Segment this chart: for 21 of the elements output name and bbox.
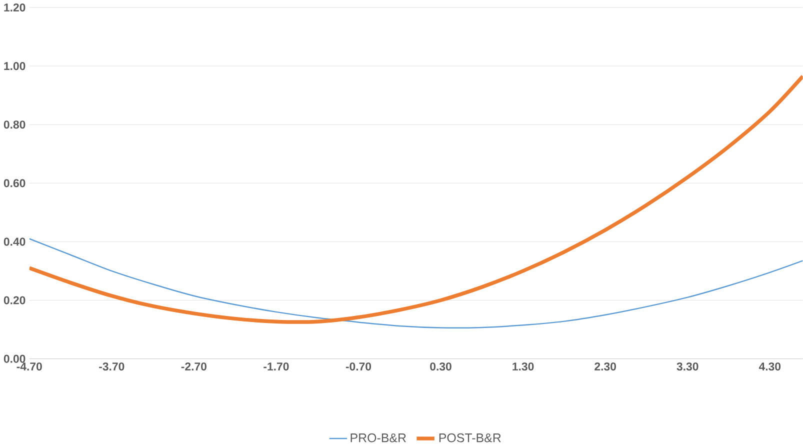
x-tick-label: -4.70 bbox=[16, 362, 42, 371]
x-tick-label: 0.30 bbox=[430, 362, 452, 371]
line-series bbox=[29, 238, 803, 329]
legend-label: POST-B&R bbox=[439, 434, 501, 442]
legend-label: PRO-B&R bbox=[350, 434, 406, 442]
y-tick-label: 1.00 bbox=[4, 62, 26, 70]
line-series bbox=[29, 74, 803, 324]
x-tick-label: 3.30 bbox=[676, 362, 698, 371]
x-tick-label: 4.30 bbox=[758, 362, 781, 371]
y-tick-label: 0.80 bbox=[4, 120, 26, 129]
y-tick-label: 0.00 bbox=[4, 354, 26, 363]
y-tick-label: 0.20 bbox=[4, 296, 26, 304]
x-tick-label: -3.70 bbox=[99, 362, 124, 371]
x-tick-label: 1.30 bbox=[512, 362, 534, 371]
x-tick-label: 2.30 bbox=[594, 362, 616, 371]
x-tick-label: -1.70 bbox=[264, 362, 289, 371]
x-tick-label: -0.70 bbox=[346, 362, 372, 371]
y-tick-label: 1.20 bbox=[4, 4, 26, 12]
y-tick-label: 0.40 bbox=[4, 238, 26, 246]
x-tick-label: -2.70 bbox=[181, 362, 206, 371]
y-tick-label: 0.60 bbox=[4, 179, 26, 188]
